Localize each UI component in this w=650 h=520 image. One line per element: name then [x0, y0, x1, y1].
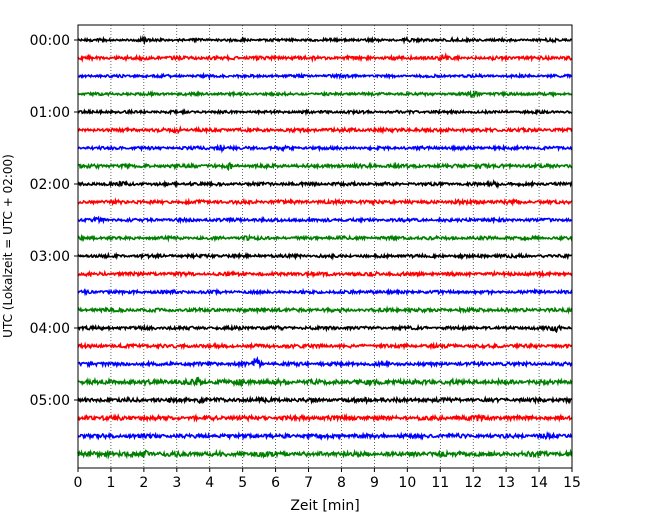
- seismogram-trace: [77, 269, 573, 279]
- seismogram-traces: [77, 34, 573, 460]
- x-axis-ticks: 0 1 2 3 4 5 6 7 8 9 10 11 12 13 14 15: [74, 468, 581, 491]
- y-tick-label: 01:00: [30, 105, 70, 121]
- seismogram-trace: [77, 430, 573, 441]
- seismogram-trace: [77, 323, 573, 334]
- x-tick-label: 9: [370, 475, 379, 491]
- seismogram-trace: [77, 305, 573, 315]
- seismogram-trace: [77, 251, 572, 261]
- x-tick-label: 10: [398, 475, 416, 491]
- seismogram-trace: [77, 412, 573, 423]
- x-tick-label: 1: [106, 475, 115, 491]
- x-tick-label: 7: [304, 475, 313, 491]
- x-tick-label: 0: [74, 475, 83, 491]
- x-tick-label: 14: [530, 475, 548, 491]
- seismogram-trace: [77, 448, 573, 460]
- x-tick-label: 5: [238, 475, 247, 491]
- x-tick-label: 8: [337, 475, 346, 491]
- seismogram-trace: [77, 71, 573, 81]
- y-tick-label: 02:00: [30, 177, 70, 193]
- seismogram-trace: [77, 233, 573, 243]
- x-tick-label: 13: [497, 475, 515, 491]
- vertical-grid: [110, 25, 540, 468]
- seismogram-trace: [77, 34, 573, 46]
- seismogram-trace: [77, 215, 573, 225]
- seismogram-trace: [77, 108, 573, 117]
- seismogram-trace: [77, 51, 573, 63]
- seismogram-trace: [77, 143, 573, 154]
- seismogram-trace: [77, 395, 573, 406]
- x-tick-label: 4: [205, 475, 214, 491]
- seismogram-trace: [77, 197, 573, 207]
- plot-frame: [77, 24, 573, 469]
- seismogram-trace: [77, 287, 573, 297]
- x-tick-label: 6: [271, 475, 280, 491]
- seismogram-trace: [77, 341, 573, 351]
- seismogram-trace: [77, 178, 573, 190]
- y-tick-label: 03:00: [30, 249, 70, 265]
- x-axis-label: Zeit [min]: [290, 498, 359, 514]
- y-tick-label: 00:00: [30, 33, 70, 49]
- seismogram-trace: [77, 125, 573, 136]
- seismogram-trace: [77, 376, 573, 388]
- y-tick-label: 05:00: [30, 393, 70, 409]
- x-tick-label: 2: [139, 475, 148, 491]
- x-tick-label: 15: [563, 475, 581, 491]
- seismogram-trace: [77, 356, 573, 370]
- seismogram-trace: [77, 89, 573, 99]
- x-tick-label: 3: [172, 475, 181, 491]
- y-tick-label: 04:00: [30, 321, 70, 337]
- y-axis-ticks: 00:00 01:00 02:00 03:00 04:00 05:00: [30, 33, 78, 409]
- x-tick-label: 11: [431, 475, 449, 491]
- x-tick-label: 12: [464, 475, 482, 491]
- seismogram-trace: [77, 161, 573, 172]
- y-axis-label: UTC (Lokalzeit = UTC + 02:00): [1, 154, 15, 338]
